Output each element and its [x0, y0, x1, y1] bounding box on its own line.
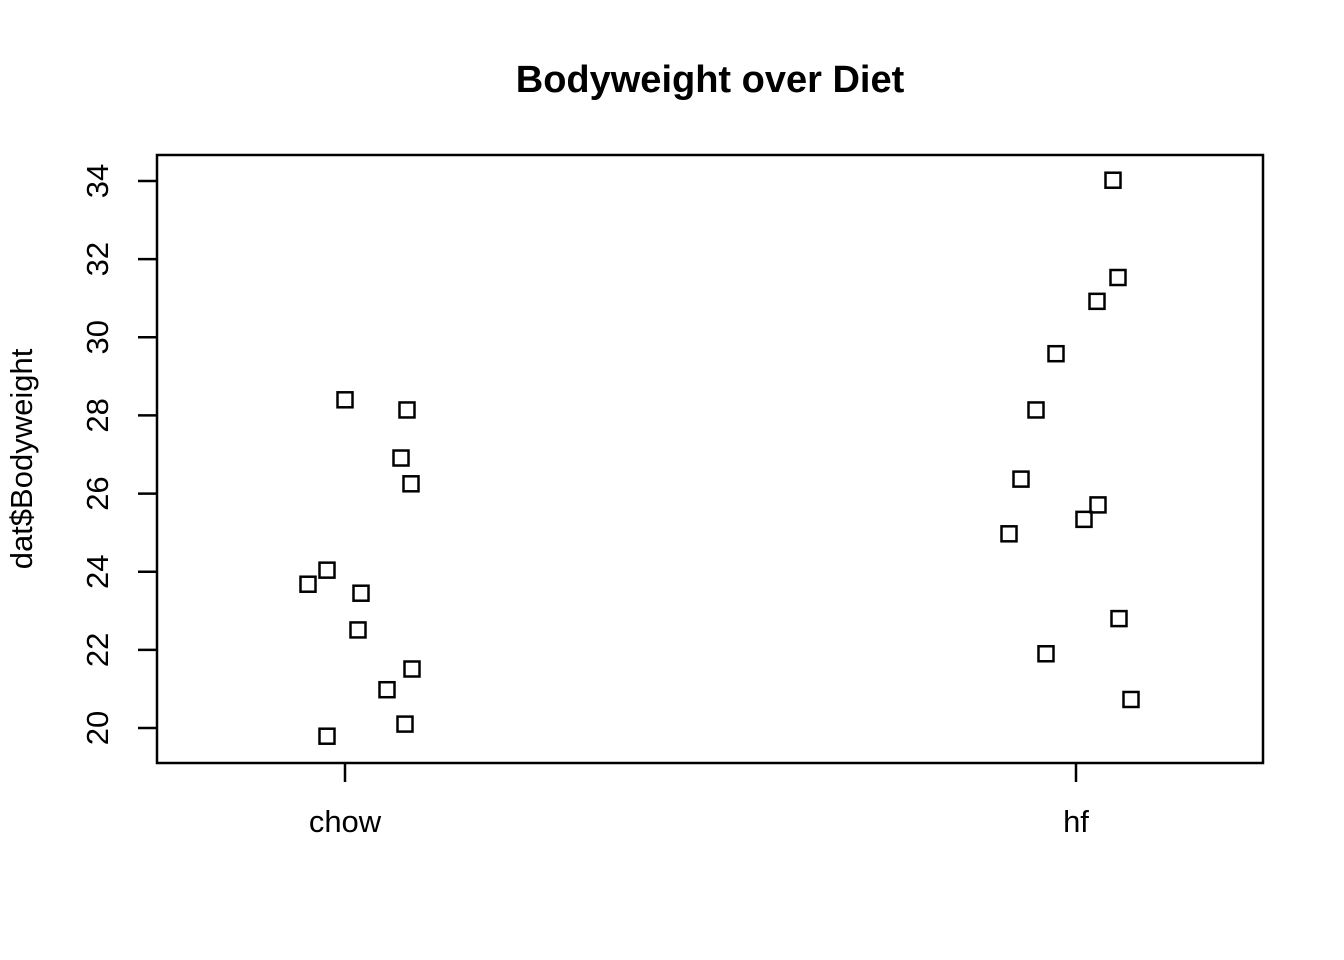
- y-tick-label: 26: [80, 476, 115, 510]
- data-point: [318, 727, 336, 745]
- y-tick-label: 30: [80, 320, 115, 354]
- data-point: [396, 715, 414, 733]
- y-tick-label: 22: [80, 633, 115, 667]
- data-point: [352, 584, 370, 602]
- y-axis: 20 22 24 26 28 30 32 34: [80, 164, 157, 745]
- data-point: [402, 475, 420, 493]
- data-point: [1047, 344, 1065, 363]
- chart-title: Bodyweight over Diet: [516, 59, 905, 101]
- data-point: [378, 680, 396, 699]
- y-tick-label: 34: [80, 164, 115, 198]
- y-axis-label: dat$Bodyweight: [4, 348, 39, 569]
- data-points: [299, 171, 1140, 745]
- data-point: [1104, 171, 1122, 189]
- data-point: [398, 401, 416, 419]
- data-point: [299, 575, 317, 593]
- data-point: [1027, 401, 1045, 419]
- data-point: [1075, 510, 1093, 529]
- data-point: [1089, 496, 1107, 514]
- data-point: [403, 660, 421, 678]
- data-point: [1109, 268, 1127, 287]
- x-axis: chow hf: [309, 763, 1089, 839]
- data-point: [1037, 645, 1055, 663]
- x-category-label: hf: [1063, 804, 1089, 839]
- x-category-label: chow: [309, 804, 382, 839]
- data-point: [318, 561, 336, 579]
- data-point: [349, 621, 367, 639]
- y-tick-label: 28: [80, 398, 115, 432]
- y-tick-label: 20: [80, 711, 115, 745]
- data-point: [1122, 690, 1140, 709]
- data-point: [1012, 470, 1030, 488]
- data-point: [1110, 609, 1128, 628]
- y-tick-label: 24: [80, 554, 115, 588]
- data-point: [336, 391, 354, 409]
- y-tick-label: 32: [80, 242, 115, 276]
- data-point: [392, 449, 410, 467]
- data-point: [1088, 292, 1106, 311]
- data-point: [1000, 525, 1018, 543]
- plot-box: [155, 153, 1265, 765]
